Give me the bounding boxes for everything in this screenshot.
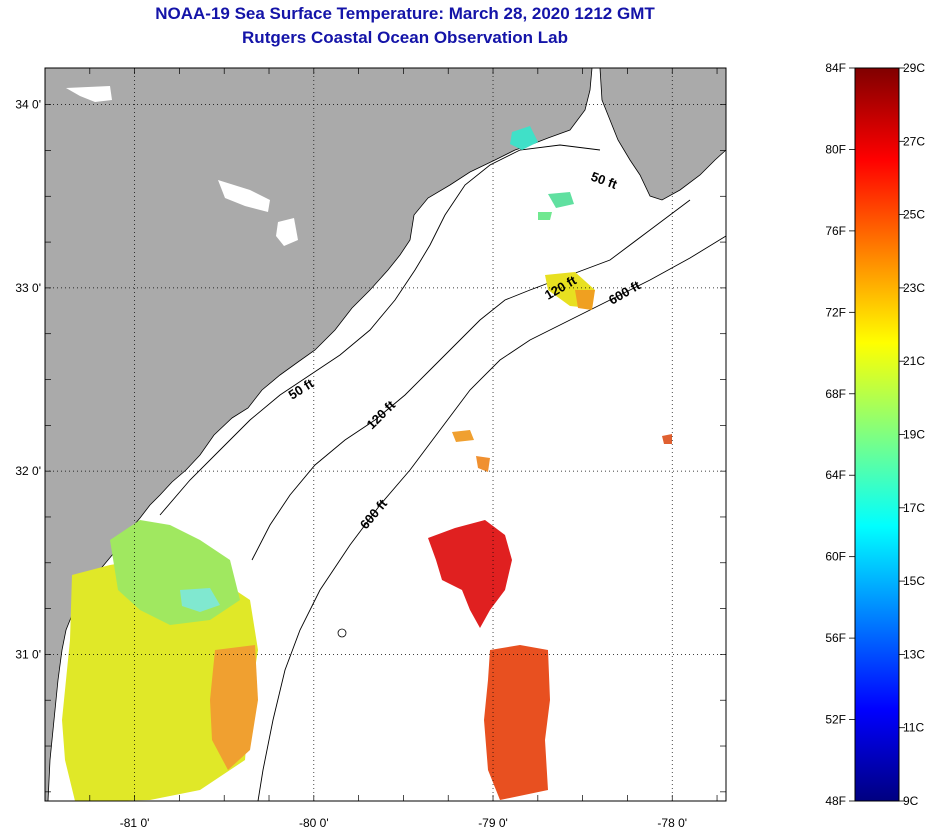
axis-ticks: 34 0' 33 0' 32 0' 31 0' -81 0' -80 0' -79 0' -7…: [15, 68, 726, 830]
map-frame: [44, 67, 727, 802]
inland-water-2: [218, 180, 270, 212]
colorbar-f-label: 48F: [825, 794, 846, 808]
colorbar-c-label: 9C: [903, 794, 919, 808]
colorbar-f-label: 60F: [825, 550, 846, 564]
sst-patch-orange-shelf: [575, 290, 595, 310]
colorbar-f-label: 76F: [825, 224, 846, 238]
colorbar-c-label: 21C: [903, 354, 925, 368]
contour-600ft: [257, 235, 726, 801]
graticule: [45, 68, 726, 801]
lon-tick-label: -81 0': [120, 816, 150, 830]
colorbar-f-label: 68F: [825, 387, 846, 401]
lon-tick-label: -79 0': [478, 816, 508, 830]
colorbar-f-label: 80F: [825, 142, 846, 156]
colorbar-f-label: 56F: [825, 631, 846, 645]
colorbar-f-label: 52F: [825, 713, 846, 727]
sst-patch-north-cyan: [510, 126, 538, 150]
colorbar-f-label: 72F: [825, 305, 846, 319]
land-mass-ne: [599, 68, 726, 201]
land-mass: [45, 68, 593, 801]
sst-patch-coastal-cyan: [180, 588, 220, 612]
colorbar-c-label: 17C: [903, 501, 925, 515]
lat-tick-label: 34 0': [15, 98, 41, 112]
lon-tick-label: -78 0': [657, 816, 687, 830]
sst-patch-coastal-yellow: [62, 560, 258, 801]
colorbar-c-label: 13C: [903, 647, 925, 661]
colorbar-labels: 84F 80F 76F 72F 68F 64F 60F 56F 52F 48F 29C 27C 25C 2…: [825, 61, 925, 808]
colorbar-c-label: 29C: [903, 61, 925, 75]
contour-island: [337, 628, 347, 638]
lon-tick-label: -80 0': [299, 816, 329, 830]
colorbar-c-label: 19C: [903, 428, 925, 442]
contour-120ft: [251, 199, 691, 561]
contour-50ft: [159, 144, 601, 516]
colorbar-c-label: 27C: [903, 134, 925, 148]
colorbar-f-label: 84F: [825, 61, 846, 75]
lat-tick-label: 31 0': [15, 647, 41, 661]
sst-patch-coastal-orange: [210, 645, 258, 770]
colorbar-c-label: 23C: [903, 281, 925, 295]
lat-tick-label: 32 0': [15, 464, 41, 478]
inland-water-1: [66, 86, 112, 102]
colorbar-c-label: 11C: [903, 721, 924, 735]
sst-patch-small-1: [452, 430, 474, 442]
sst-patch-orange-south: [484, 645, 550, 800]
colorbar: [854, 67, 900, 802]
sst-patch-small-3: [662, 434, 672, 444]
inland-water-3: [276, 218, 298, 246]
map-title: NOAA-19 Sea Surface Temperature: March 2…: [155, 4, 655, 23]
colorbar-f-label: 64F: [825, 468, 846, 482]
colorbar-c-label: 15C: [903, 574, 925, 588]
sst-patch-north-green2: [538, 212, 552, 220]
colorbar-c-label: 25C: [903, 208, 925, 222]
sst-patch-small-2: [476, 456, 490, 472]
sst-patch-north-green: [548, 192, 574, 208]
lat-tick-label: 33 0': [15, 281, 41, 295]
sst-patch-red-core: [428, 520, 512, 628]
map-subtitle: Rutgers Coastal Ocean Observation Lab: [242, 28, 568, 47]
